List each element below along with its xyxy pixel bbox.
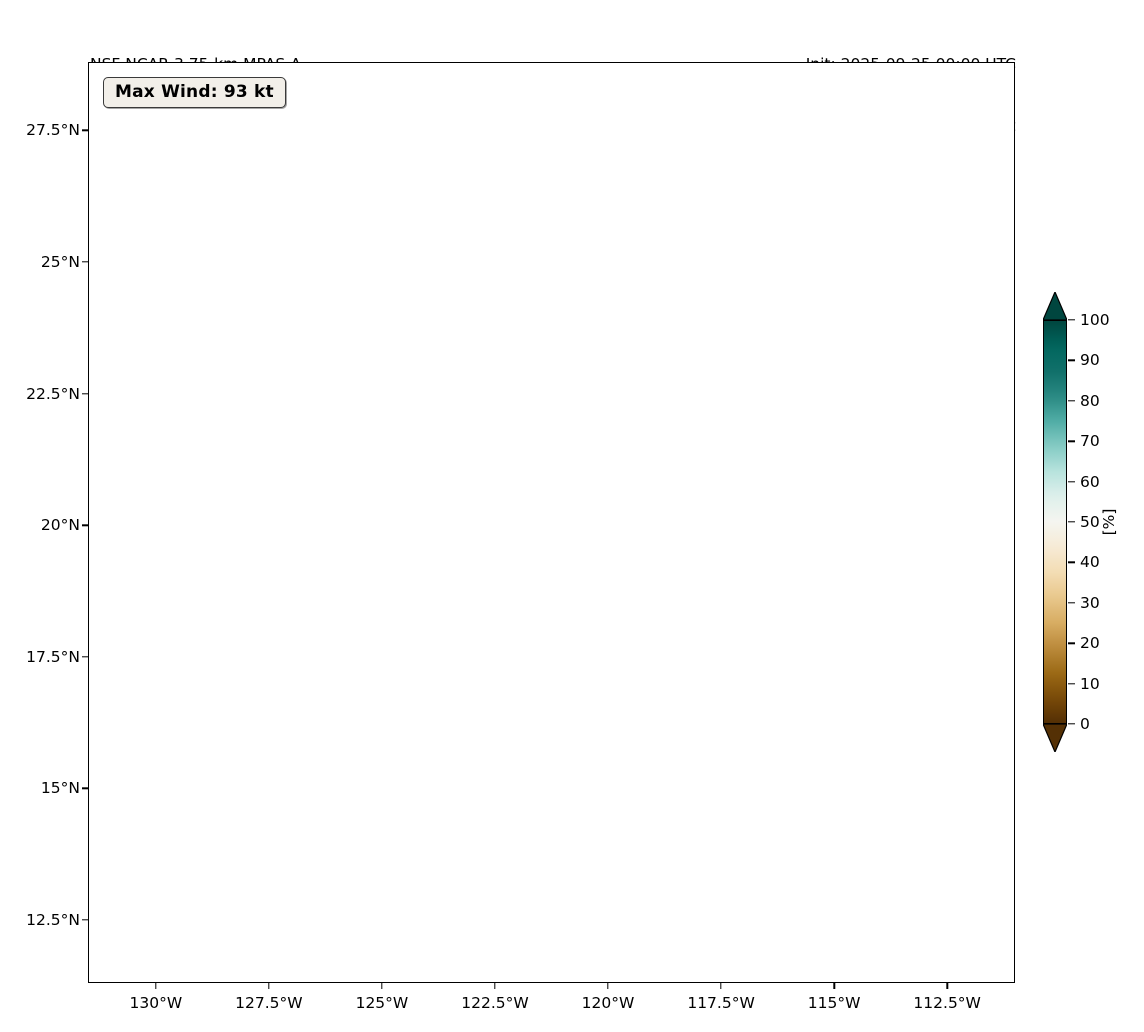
x-axis-tick bbox=[833, 983, 835, 989]
y-axis-tick bbox=[82, 919, 88, 921]
y-axis-tick-label: 27.5°N bbox=[26, 121, 80, 140]
x-axis-tick-label: 125°W bbox=[355, 994, 409, 1012]
colorbar-tick bbox=[1068, 359, 1075, 362]
y-axis-tick bbox=[82, 261, 88, 263]
colorbar-tick-label: 50 bbox=[1080, 513, 1100, 531]
colorbar-tick-label: 40 bbox=[1080, 553, 1100, 572]
colorbar-tick bbox=[1068, 561, 1075, 564]
colorbar-extend-bottom-icon bbox=[1043, 724, 1067, 752]
x-axis-tick-label: 130°W bbox=[129, 994, 183, 1012]
y-axis-tick-label: 12.5°N bbox=[26, 910, 80, 929]
y-axis-tick bbox=[82, 392, 88, 395]
y-axis-tick-label: 20°N bbox=[40, 516, 80, 535]
colorbar-tick bbox=[1068, 400, 1075, 402]
colorbar-tick-label: 90 bbox=[1080, 351, 1100, 370]
x-axis-tick bbox=[381, 983, 383, 989]
colorbar-extend-top-icon bbox=[1043, 292, 1067, 320]
y-axis-tick-label: 25°N bbox=[40, 252, 80, 271]
colorbar-tick bbox=[1068, 440, 1075, 442]
colorbar-tick bbox=[1068, 602, 1075, 604]
x-axis-tick-label: 112.5°W bbox=[913, 994, 981, 1012]
x-axis-tick bbox=[607, 983, 609, 989]
x-axis-tick-label: 120°W bbox=[581, 994, 635, 1012]
colorbar-gradient bbox=[1043, 320, 1067, 724]
max-wind-annotation: Max Wind: 93 kt bbox=[103, 77, 286, 108]
x-axis-tick-label: 122.5°W bbox=[461, 994, 529, 1012]
colorbar-unit-label: [%] bbox=[1100, 508, 1118, 536]
colorbar-tick-label: 0 bbox=[1080, 715, 1090, 733]
colorbar-tick-label: 30 bbox=[1080, 593, 1100, 612]
x-axis-tick-label: 117.5°W bbox=[687, 994, 755, 1012]
colorbar-tick-label: 20 bbox=[1080, 634, 1100, 653]
y-axis-tick-label: 17.5°N bbox=[26, 647, 80, 666]
y-axis-tick bbox=[82, 787, 88, 789]
relative-humidity-field bbox=[89, 63, 1014, 982]
y-axis-tick-label: 15°N bbox=[40, 779, 80, 798]
x-axis-tick bbox=[494, 983, 496, 989]
colorbar-tick bbox=[1068, 319, 1075, 321]
colorbar-tick bbox=[1068, 521, 1075, 523]
x-axis-tick bbox=[720, 983, 722, 989]
x-axis-tick bbox=[268, 983, 270, 989]
colorbar-tick-label: 100 bbox=[1080, 311, 1110, 329]
colorbar-tick bbox=[1068, 682, 1075, 685]
colorbar-tick-label: 10 bbox=[1080, 674, 1100, 693]
colorbar: 0 10 20 30 40 50 60 70 80 90 100 bbox=[1043, 292, 1110, 752]
colorbar-tick bbox=[1068, 642, 1075, 644]
y-axis-tick-label: 22.5°N bbox=[26, 384, 80, 403]
y-axis-tick bbox=[82, 524, 88, 526]
x-axis-tick bbox=[946, 983, 948, 989]
colorbar-tick bbox=[1068, 480, 1075, 483]
map-plot-area: Max Wind: 93 kt bbox=[88, 62, 1015, 983]
colorbar-tick-label: 80 bbox=[1080, 391, 1100, 410]
x-axis-tick-label: 127.5°W bbox=[235, 994, 303, 1012]
x-axis-tick-label: 115°W bbox=[807, 994, 861, 1012]
colorbar-tick bbox=[1068, 723, 1075, 725]
x-axis-tick bbox=[155, 983, 157, 989]
y-axis-tick bbox=[82, 655, 88, 658]
y-axis-tick bbox=[82, 129, 88, 132]
colorbar-tick-label: 70 bbox=[1080, 432, 1100, 451]
colorbar-tick-label: 60 bbox=[1080, 472, 1100, 491]
